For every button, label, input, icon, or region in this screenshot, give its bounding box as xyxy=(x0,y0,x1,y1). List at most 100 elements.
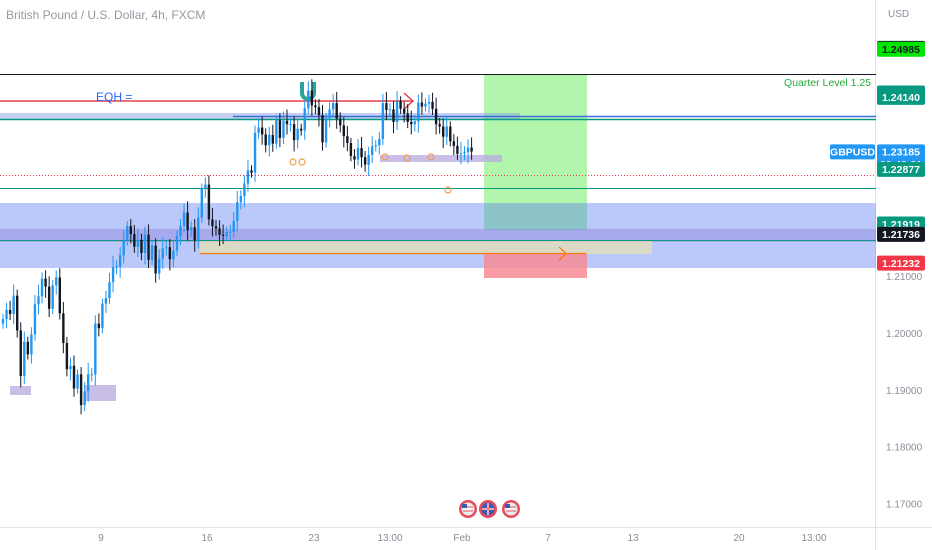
candle xyxy=(353,148,356,169)
candle xyxy=(420,92,424,115)
range-box-low-small[interactable] xyxy=(10,386,31,395)
candle xyxy=(271,124,274,152)
candle xyxy=(101,298,104,334)
candle xyxy=(442,118,445,149)
eqh-label: EQH = xyxy=(96,90,132,104)
candle xyxy=(466,139,470,164)
marker xyxy=(427,153,435,161)
candle xyxy=(335,91,338,129)
candle xyxy=(193,219,196,252)
candle xyxy=(378,131,381,155)
symbol-tag xyxy=(830,144,875,160)
time-axis[interactable]: 9 16 23 13:00 Feb 7 13 20 13:00 xyxy=(98,533,827,544)
candle xyxy=(221,224,225,245)
candle xyxy=(165,241,168,256)
candle xyxy=(363,151,367,172)
entry-zone-box[interactable] xyxy=(200,241,652,254)
candle xyxy=(94,315,97,386)
candle xyxy=(239,189,243,210)
candle xyxy=(115,260,118,275)
candle xyxy=(406,104,409,129)
candle xyxy=(72,355,76,397)
candle xyxy=(342,117,345,148)
candle xyxy=(452,134,456,156)
candle xyxy=(90,368,93,382)
time-tick-label: Feb xyxy=(453,533,471,544)
candle xyxy=(16,289,19,338)
us-flag-icon[interactable] xyxy=(502,500,520,518)
candle xyxy=(310,79,314,116)
candle xyxy=(424,98,427,112)
candle xyxy=(44,270,47,298)
candlestick-series xyxy=(1,79,473,415)
candle xyxy=(8,300,12,321)
candle xyxy=(395,91,399,131)
price-badge: 1.24985 xyxy=(877,41,925,57)
long-position-target-zone[interactable] xyxy=(484,74,587,230)
marker xyxy=(444,186,452,194)
candle xyxy=(374,140,377,152)
candle xyxy=(349,137,353,162)
candle xyxy=(133,224,136,253)
price-badge: 1.21232 xyxy=(877,255,925,271)
time-tick-label: 23 xyxy=(308,533,320,544)
candle xyxy=(371,136,374,164)
candle xyxy=(253,125,257,182)
chart-title: British Pound / U.S. Dollar, 4h, FXCM xyxy=(6,8,206,22)
price-axis[interactable]: USD 1.17000 1.18000 1.19000 1.20000 1.21000 xyxy=(886,9,923,511)
price-tick-label: 1.19000 xyxy=(886,386,923,397)
currency-label: USD xyxy=(888,9,909,20)
candle xyxy=(136,228,140,257)
candle xyxy=(129,219,132,244)
price-tick-label: 1.18000 xyxy=(886,443,923,454)
candle xyxy=(186,201,189,241)
marker xyxy=(289,158,297,166)
candle xyxy=(179,219,182,246)
candle xyxy=(278,113,282,148)
economic-events[interactable] xyxy=(459,500,520,518)
candle xyxy=(62,302,65,354)
candle xyxy=(168,239,172,271)
candle xyxy=(232,211,235,239)
uk-flag-icon[interactable] xyxy=(479,500,497,518)
candle xyxy=(51,280,54,314)
price-tick-label: 1.20000 xyxy=(886,329,923,340)
candle xyxy=(456,136,459,160)
price-badge-label: 1.22877 xyxy=(882,164,920,176)
candle xyxy=(55,270,58,295)
candle xyxy=(236,190,239,232)
price-badge-label: 1.23185 xyxy=(882,147,920,159)
candle xyxy=(108,272,111,305)
candle xyxy=(87,363,90,402)
price-badge-label: 1.21736 xyxy=(882,229,920,241)
candle xyxy=(111,255,115,293)
candle xyxy=(275,115,278,149)
candle xyxy=(417,94,420,133)
range-box-high[interactable] xyxy=(380,155,502,162)
candle xyxy=(161,237,164,269)
symbol-tag-label: GBPUSD xyxy=(830,147,875,159)
candle xyxy=(58,268,61,320)
candle xyxy=(410,110,413,135)
candle xyxy=(307,81,310,115)
candle xyxy=(303,101,306,140)
candle xyxy=(300,123,303,136)
candle xyxy=(360,136,363,168)
us-flag-icon[interactable] xyxy=(459,500,477,518)
long-position-stop-zone[interactable] xyxy=(484,253,587,278)
price-badges: 1.250001.249851.242171.241401.2318503:43… xyxy=(830,40,925,271)
quarter-level-label: Quarter Level 1.25 xyxy=(784,77,871,89)
price-badge: 1.21736 xyxy=(877,226,925,242)
candle xyxy=(154,238,157,283)
candle xyxy=(47,276,51,317)
range-box-low[interactable] xyxy=(84,385,116,401)
candle xyxy=(250,165,253,178)
candle xyxy=(264,128,267,153)
candle xyxy=(140,233,143,261)
candle xyxy=(427,94,431,113)
candle xyxy=(402,101,406,123)
candle xyxy=(214,220,218,236)
price-badge: 1.22877 xyxy=(877,161,925,177)
candle xyxy=(189,221,193,238)
